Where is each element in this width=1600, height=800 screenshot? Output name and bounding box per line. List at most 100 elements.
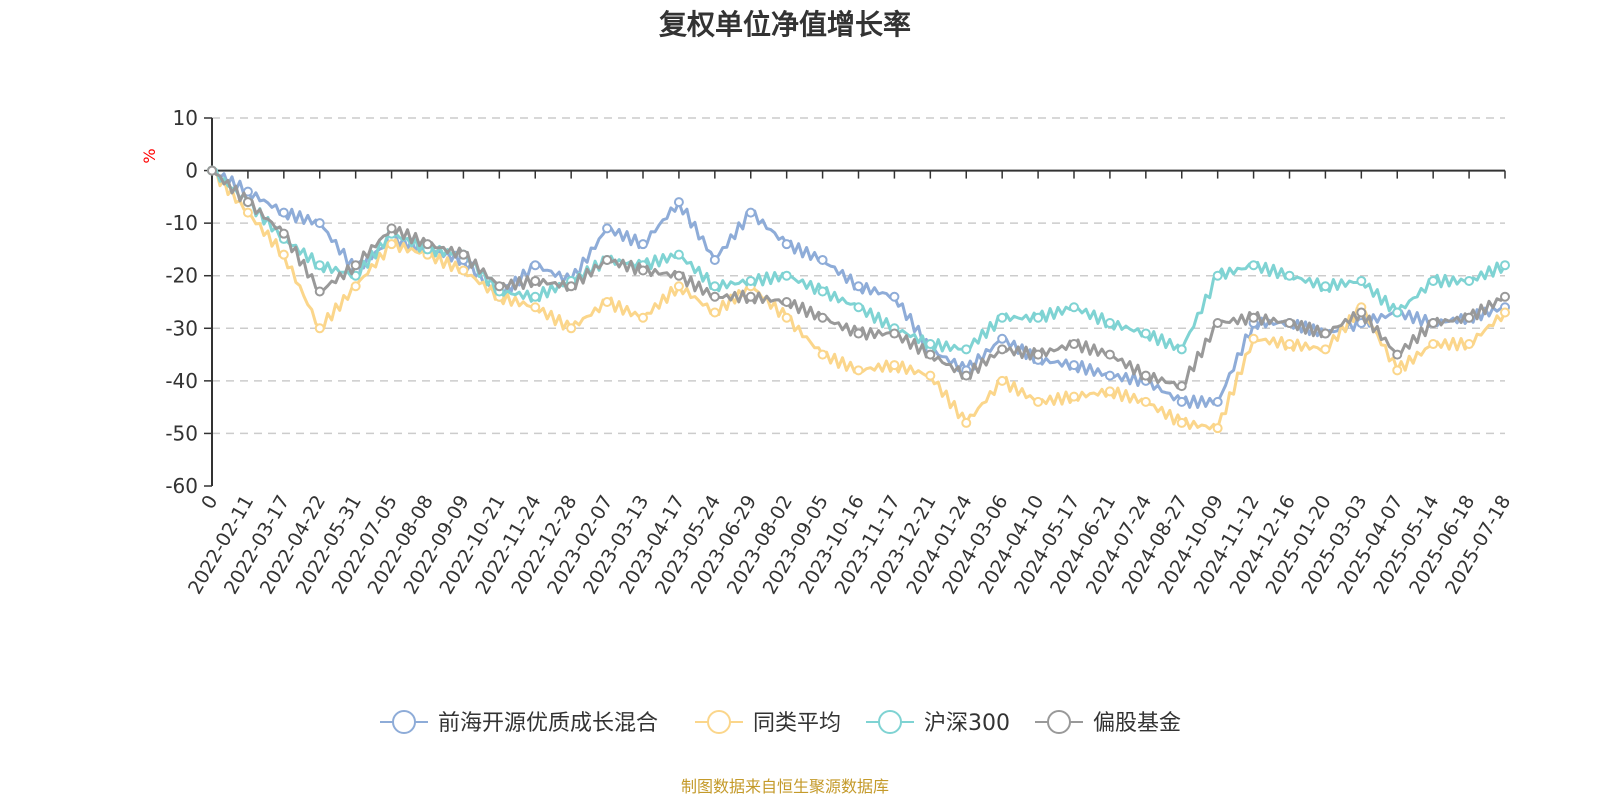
- series-0-point-12: [638, 239, 648, 250]
- series-0-point-18: [853, 281, 864, 292]
- series-2-point-15: [745, 275, 756, 286]
- y-tick-label-2: -10: [165, 211, 198, 235]
- series-3-point-24: [1069, 339, 1079, 350]
- series-0-point-27: [1176, 396, 1187, 407]
- legend-item-0[interactable]: 前海开源优质成长混合: [380, 710, 658, 736]
- y-tick-label-6: -50: [165, 421, 198, 445]
- series-3-point-35: [1464, 312, 1475, 323]
- series-2-point-31: [1320, 281, 1331, 292]
- series-3-point-33: [1392, 349, 1403, 360]
- legend-label-0: 前海开源优质成长混合: [438, 711, 658, 736]
- series-1-point-21: [961, 417, 972, 428]
- series-3-point-18: [853, 328, 864, 339]
- series-0-point-3: [314, 218, 325, 229]
- series-3-point-15: [745, 291, 756, 302]
- series-3-point-17: [817, 312, 828, 323]
- series-0-point-14: [709, 254, 720, 265]
- legend-item-2[interactable]: 沪深300: [866, 710, 1010, 736]
- series-3-point-2: [278, 228, 289, 239]
- series-2-point-26: [1140, 328, 1151, 339]
- series-3-point-23: [1033, 349, 1044, 360]
- series-line-1: [211, 168, 1507, 431]
- series-1-point-27: [1176, 417, 1187, 428]
- series-2-point-9: [530, 291, 541, 302]
- series-1-point-16: [781, 312, 792, 323]
- series-1-point-17: [817, 349, 828, 360]
- series-2-point-18: [853, 302, 864, 313]
- series-3-point-9: [530, 275, 541, 286]
- series-3-point-34: [1428, 318, 1439, 329]
- legend-label-3: 偏股基金: [1093, 711, 1181, 736]
- series-1-point-29: [1248, 333, 1259, 344]
- legend-marker-2: [878, 710, 902, 734]
- series-3-point-31: [1320, 328, 1331, 339]
- series-2-point-28: [1212, 270, 1223, 281]
- series-3-point-26: [1140, 370, 1151, 381]
- legend-marker-3: [1047, 710, 1071, 734]
- series-2-point-36: [1500, 260, 1510, 271]
- grid-lines: [212, 117, 1505, 435]
- legend-label-1: 同类平均: [753, 711, 841, 736]
- y-tick-label-4: -30: [165, 316, 198, 340]
- y-tick-label-1: 0: [185, 159, 198, 183]
- series-3-point-21: [961, 370, 972, 381]
- series-2-point-23: [1033, 312, 1044, 323]
- series-2-point-4: [350, 270, 361, 281]
- series-3-point-28: [1212, 318, 1223, 329]
- series-1-point-3: [314, 323, 325, 334]
- legend-marker-0: [392, 710, 416, 734]
- series-2-point-17: [817, 286, 828, 297]
- series-1-point-35: [1464, 339, 1475, 350]
- y-tick-label-0: 10: [173, 106, 198, 130]
- legend-item-1[interactable]: 同类平均: [695, 710, 841, 736]
- series-3-point-20: [925, 349, 936, 360]
- legend: 前海开源优质成长混合 同类平均 沪深300 偏股基金: [380, 710, 1181, 736]
- legend-label-2: 沪深300: [924, 711, 1010, 736]
- series-3-point-3: [314, 286, 325, 297]
- series-3-point-16: [781, 297, 792, 307]
- series-3-point-25: [1104, 349, 1115, 360]
- series-2-point-14: [709, 281, 720, 292]
- series-1-point-9: [530, 302, 541, 313]
- series-3-point-19: [889, 328, 900, 339]
- series-1-point-10: [566, 323, 577, 334]
- x-tick-label-0: 0: [197, 492, 222, 513]
- series-3-point-22: [997, 344, 1008, 355]
- series-0-point-2: [278, 207, 289, 218]
- series-3-point-1: [242, 197, 253, 208]
- legend-marker-1: [707, 710, 731, 734]
- series-2-point-29: [1248, 260, 1259, 271]
- source-note: 制图数据来自恒生聚源数据库: [681, 777, 889, 796]
- series-1-point-28: [1212, 423, 1223, 434]
- series-1-point-26: [1140, 396, 1151, 407]
- series-1-point-31: [1320, 344, 1331, 355]
- series-1-point-20: [925, 370, 936, 381]
- series-0-point-25: [1104, 370, 1115, 381]
- series-3-point-32: [1356, 307, 1367, 318]
- series-1-point-30: [1284, 339, 1295, 350]
- series-0-point-17: [817, 254, 828, 265]
- series-2-point-33: [1392, 307, 1403, 318]
- series-3-point-13: [673, 270, 684, 281]
- series-1-point-13: [673, 281, 684, 292]
- series-2-point-35: [1464, 275, 1475, 286]
- series-3-point-5: [386, 223, 397, 234]
- series-1-point-25: [1104, 386, 1115, 397]
- series-3: [207, 165, 1510, 392]
- series-1-point-23: [1033, 396, 1044, 407]
- legend-item-3[interactable]: 偏股基金: [1035, 710, 1181, 736]
- y-axis: 10 0 -10 -20 -30 -40 -50 -60: [165, 106, 213, 498]
- series-0-point-22: [997, 333, 1008, 344]
- series-2-point-32: [1356, 275, 1367, 286]
- series-1-point-2: [278, 249, 289, 260]
- series-1: [207, 165, 1510, 434]
- y-tick-label-7: -60: [165, 474, 198, 498]
- series-0-point-15: [745, 207, 756, 218]
- series-3-point-30: [1284, 318, 1295, 329]
- series-3-point-6: [422, 239, 433, 250]
- series-2-point-13: [673, 249, 684, 260]
- series-0-point-11: [602, 223, 613, 234]
- series-3-point-11: [602, 254, 613, 265]
- series-2-point-34: [1428, 275, 1439, 286]
